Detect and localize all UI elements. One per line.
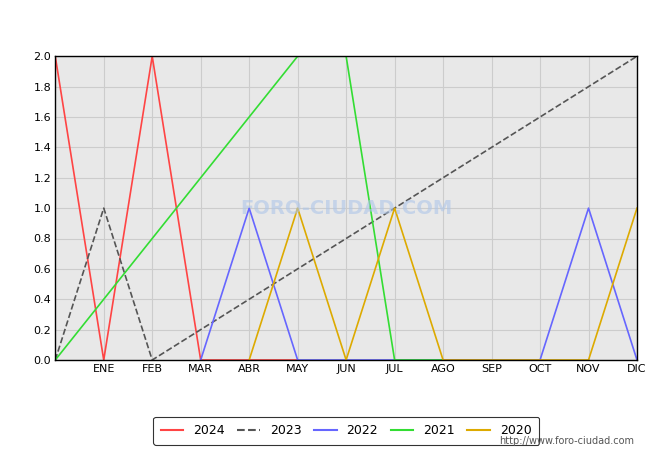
Text: Matriculaciones de Vehiculos en Ogassa: Matriculaciones de Vehiculos en Ogassa: [159, 14, 491, 33]
Text: http://www.foro-ciudad.com: http://www.foro-ciudad.com: [499, 436, 634, 446]
Text: FORO-CIUDAD.COM: FORO-CIUDAD.COM: [240, 198, 452, 218]
Legend: 2024, 2023, 2022, 2021, 2020: 2024, 2023, 2022, 2021, 2020: [153, 417, 539, 445]
